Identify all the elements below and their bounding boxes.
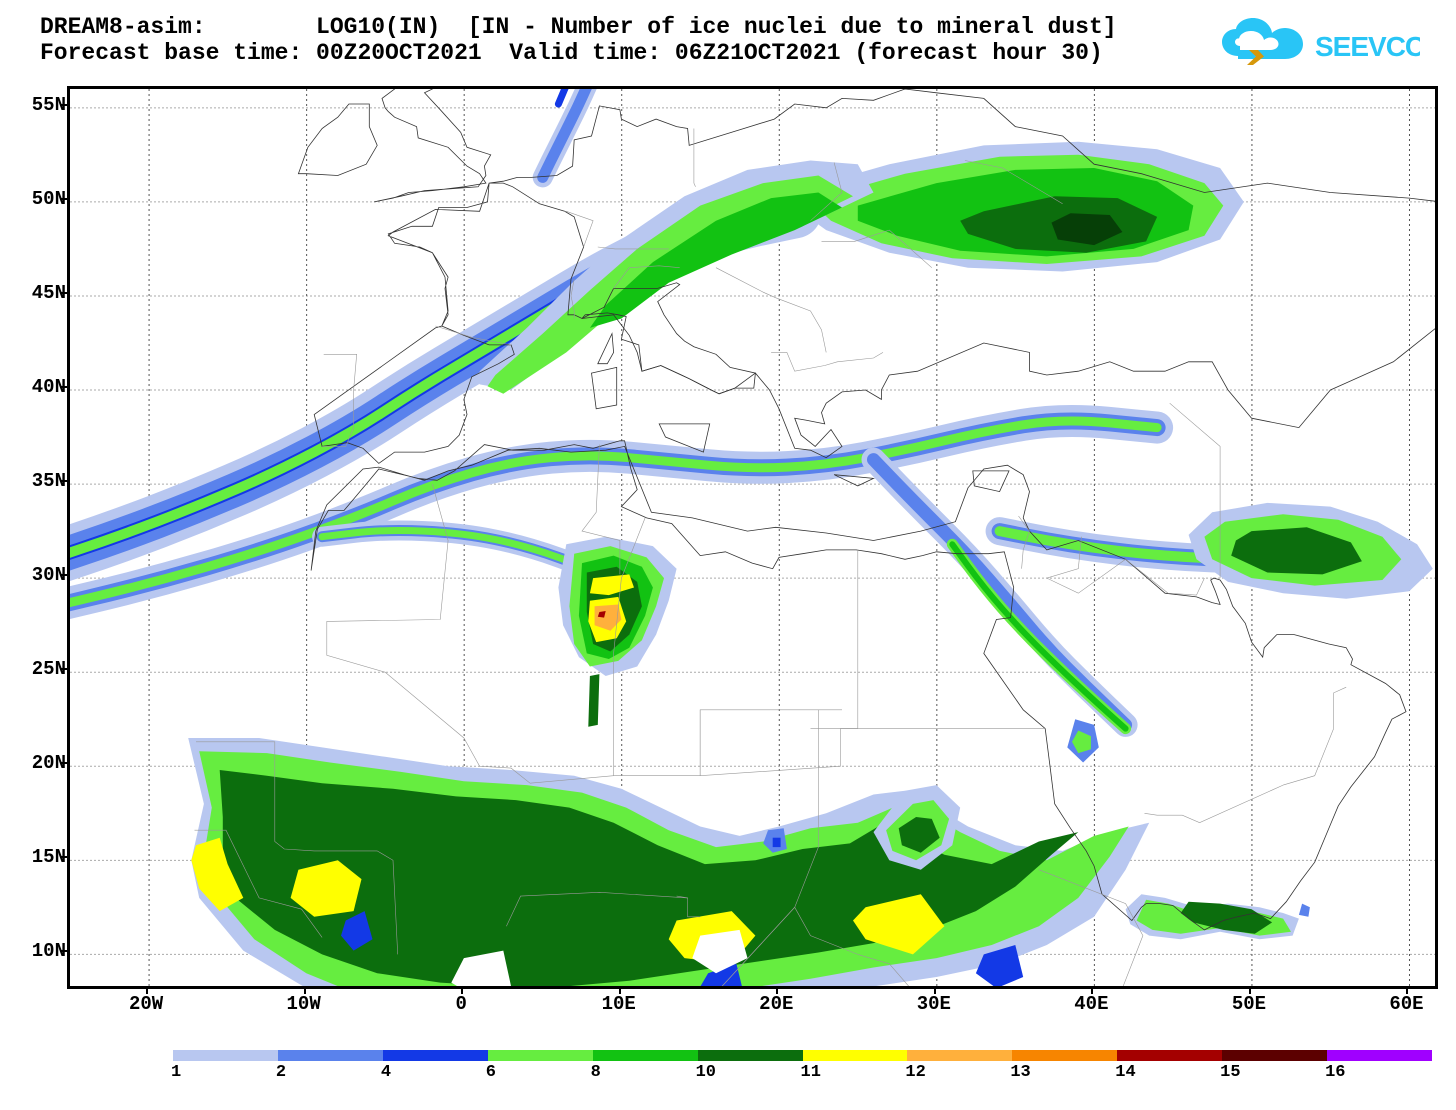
svg-text:SEEVCCC: SEEVCCC [1315,31,1420,62]
